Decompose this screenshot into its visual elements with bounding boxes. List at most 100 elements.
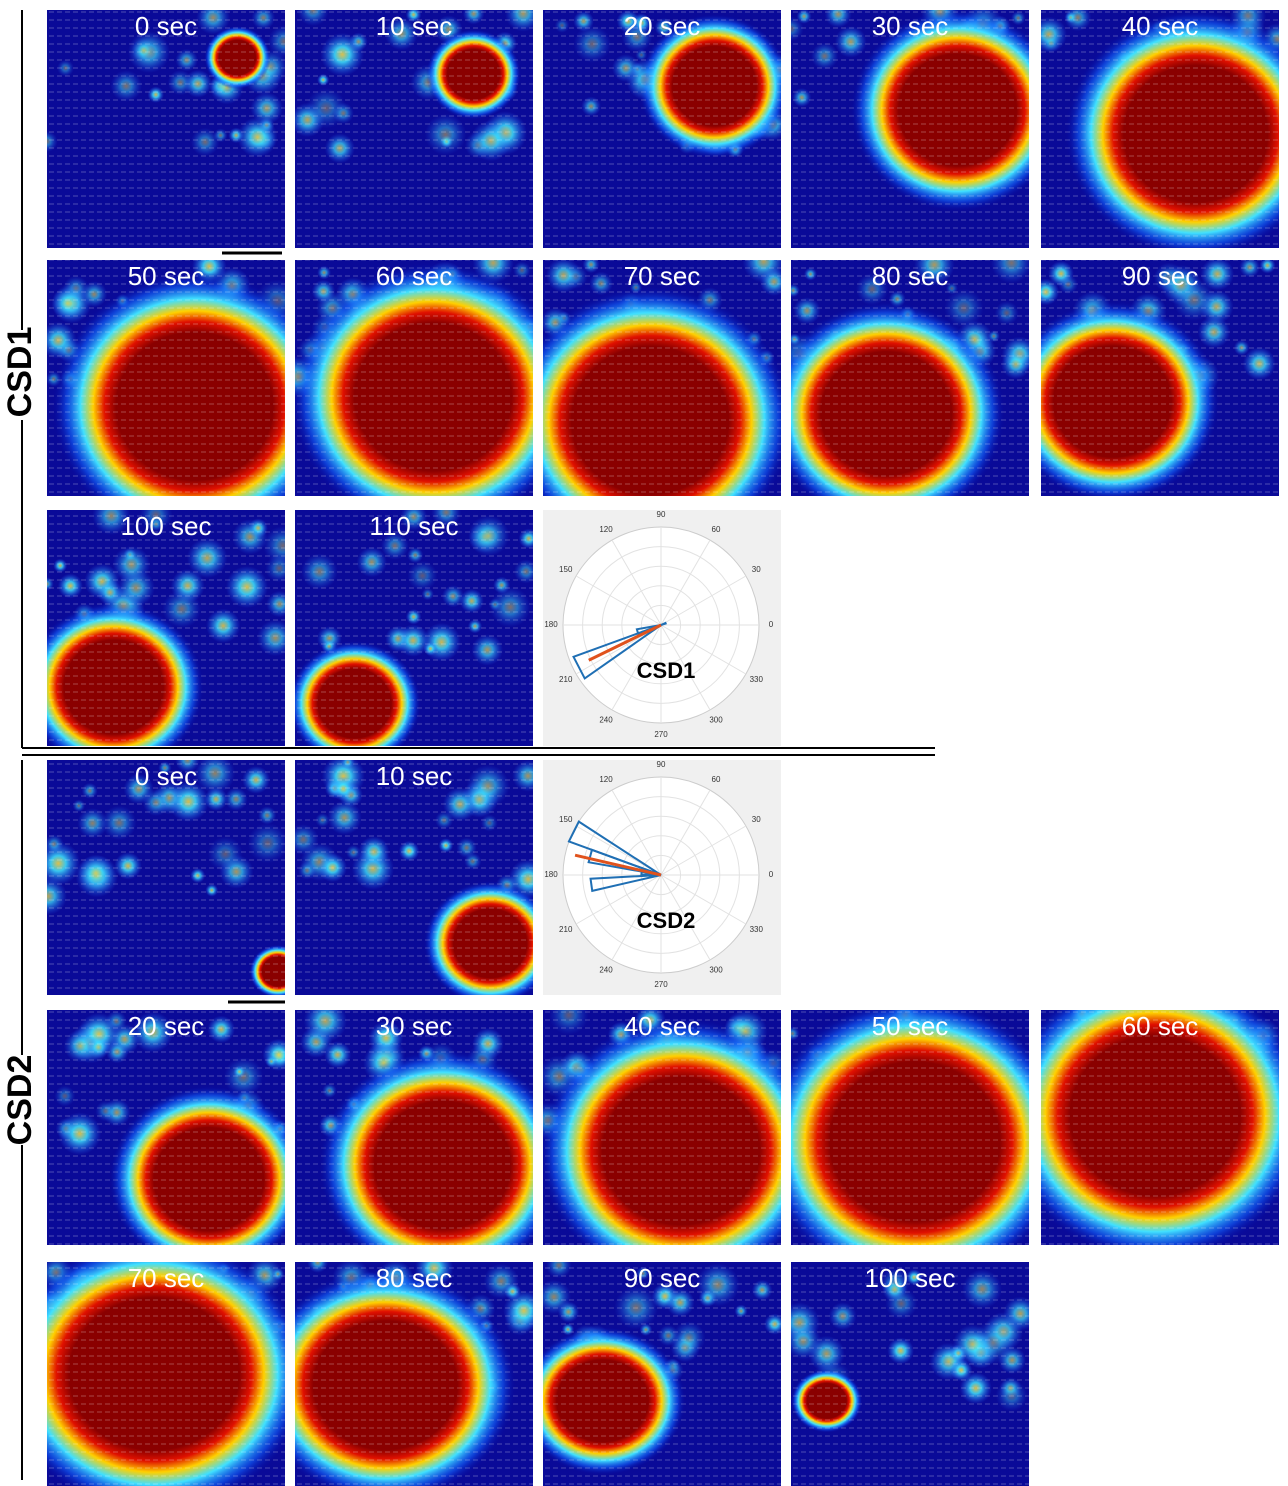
heatmap-panel: 70 sec bbox=[507, 240, 793, 555]
flow-arrows bbox=[543, 1010, 781, 1245]
flow-arrows bbox=[543, 260, 781, 496]
heatmap-panel: 100 sec bbox=[779, 1262, 1038, 1486]
flow-arrows bbox=[295, 760, 533, 995]
panel-time-label: 40 sec bbox=[1122, 11, 1199, 41]
heatmap-panel: 30 sec bbox=[295, 999, 566, 1281]
group-label: CSD1 bbox=[1, 327, 39, 418]
polar-angle-label: 180 bbox=[544, 870, 558, 879]
polar-angle-label: 0 bbox=[769, 620, 774, 629]
flow-arrows bbox=[295, 1262, 533, 1486]
polar-angle-label: 240 bbox=[599, 715, 613, 724]
flow-arrows bbox=[47, 510, 285, 746]
heatmap-panel: 0 sec bbox=[30, 748, 307, 998]
polar-angle-label: 210 bbox=[559, 925, 573, 934]
panel-time-label: 0 sec bbox=[135, 761, 197, 791]
flow-arrows bbox=[47, 10, 285, 248]
polar-angle-label: 90 bbox=[657, 760, 666, 769]
panel-time-label: 20 sec bbox=[128, 1011, 205, 1041]
panel-content bbox=[47, 1010, 309, 1273]
panel-time-label: 30 sec bbox=[376, 1011, 453, 1041]
panel-content bbox=[288, 755, 557, 1006]
panel-time-label: 20 sec bbox=[624, 11, 701, 41]
heatmap-panel: 10 sec bbox=[290, 0, 541, 248]
panel-time-label: 40 sec bbox=[624, 1011, 701, 1041]
panel-time-label: 70 sec bbox=[128, 1263, 205, 1293]
polar-angle-label: 270 bbox=[654, 980, 668, 989]
panel-time-label: 50 sec bbox=[872, 1011, 949, 1041]
heatmap-panel: 100 sec bbox=[23, 497, 302, 772]
panel-time-label: 30 sec bbox=[872, 11, 949, 41]
flow-arrows bbox=[791, 260, 1029, 496]
flow-arrows bbox=[543, 1262, 781, 1486]
heatmap-panel: 50 sec bbox=[40, 249, 338, 541]
panel-time-label: 10 sec bbox=[376, 761, 453, 791]
heatmap-panel: 80 sec bbox=[255, 1249, 545, 1486]
heatmap-panel: 90 sec bbox=[1005, 257, 1279, 503]
heatmap-panel: 20 sec bbox=[543, 10, 796, 248]
heatmap-panel: 60 sec bbox=[1001, 971, 1288, 1261]
heatmap-panel: 0 sec bbox=[36, 1, 300, 248]
heatmap-panel: 40 sec bbox=[530, 995, 824, 1285]
panel-content bbox=[1005, 257, 1279, 503]
heatmap-panel: 60 sec bbox=[278, 242, 576, 531]
flow-arrows bbox=[295, 260, 533, 496]
flow-arrows bbox=[1041, 1010, 1279, 1245]
panel-content bbox=[779, 1262, 1038, 1486]
flow-arrows bbox=[791, 10, 1029, 248]
polar-title: CSD2 bbox=[637, 908, 696, 933]
heatmap-panel: 80 sec bbox=[767, 242, 1037, 525]
polar-angle-label: 300 bbox=[709, 965, 723, 974]
panel-time-label: 50 sec bbox=[128, 261, 205, 291]
heatmap-panel: 70 sec bbox=[0, 1236, 309, 1486]
heatmap-panel: 110 sec bbox=[288, 497, 539, 766]
panel-time-label: 100 sec bbox=[864, 1263, 955, 1293]
flow-arrows bbox=[47, 1010, 285, 1245]
polar-angle-label: 30 bbox=[752, 565, 761, 574]
panel-content bbox=[543, 10, 796, 248]
heatmap-panel: 50 sec bbox=[760, 996, 1069, 1286]
flow-arrows bbox=[1041, 10, 1279, 248]
panel-content bbox=[40, 249, 338, 541]
polar-angle-label: 60 bbox=[712, 525, 721, 534]
flow-arrows bbox=[47, 760, 285, 995]
flow-arrows bbox=[47, 1262, 285, 1486]
panel-time-label: 80 sec bbox=[376, 1263, 453, 1293]
heatmap-panel: 30 sec bbox=[779, 0, 1065, 248]
flow-arrows bbox=[791, 1010, 1029, 1245]
flow-arrows bbox=[791, 1262, 1029, 1486]
flow-arrows bbox=[47, 260, 285, 496]
panel-time-label: 70 sec bbox=[624, 261, 701, 291]
flow-arrows bbox=[1041, 260, 1279, 496]
polar-angle-label: 330 bbox=[750, 675, 764, 684]
polar-angle-label: 30 bbox=[752, 815, 761, 824]
heatmap-panel: 20 sec bbox=[47, 1010, 309, 1273]
heatmap-panel: 10 sec bbox=[288, 755, 557, 1006]
flow-arrows bbox=[295, 10, 533, 248]
flow-arrows bbox=[295, 510, 533, 746]
polar-angle-label: 180 bbox=[544, 620, 558, 629]
polar-angle-label: 0 bbox=[769, 870, 774, 879]
polar-angle-label: 240 bbox=[599, 965, 613, 974]
panel-time-label: 110 sec bbox=[369, 511, 458, 541]
panel-time-label: 60 sec bbox=[376, 261, 453, 291]
polar-title: CSD1 bbox=[637, 658, 696, 683]
panel-time-label: 90 sec bbox=[624, 1263, 701, 1293]
panel-time-label: 80 sec bbox=[872, 261, 949, 291]
panel-time-label: 10 sec bbox=[376, 11, 453, 41]
polar-angle-label: 150 bbox=[559, 565, 573, 574]
panel-time-label: 100 sec bbox=[120, 511, 211, 541]
flow-arrows bbox=[295, 1010, 533, 1245]
panel-time-label: 90 sec bbox=[1122, 261, 1199, 291]
figure: CSD1 CSD2 0 sec 10 sec 20 sec 30 sec 40 sec 5… bbox=[0, 0, 1288, 1486]
polar-angle-label: 120 bbox=[599, 525, 613, 534]
polar-angle-label: 150 bbox=[559, 815, 573, 824]
heatmap-panel: 40 sec bbox=[1031, 0, 1288, 258]
polar-angle-label: 60 bbox=[712, 775, 721, 784]
polar-angle-label: 120 bbox=[599, 775, 613, 784]
panel-time-label: 60 sec bbox=[1122, 1011, 1199, 1041]
polar-angle-label: 270 bbox=[654, 730, 668, 739]
flow-arrows bbox=[543, 10, 781, 248]
panel-time-label: 0 sec bbox=[135, 11, 197, 41]
